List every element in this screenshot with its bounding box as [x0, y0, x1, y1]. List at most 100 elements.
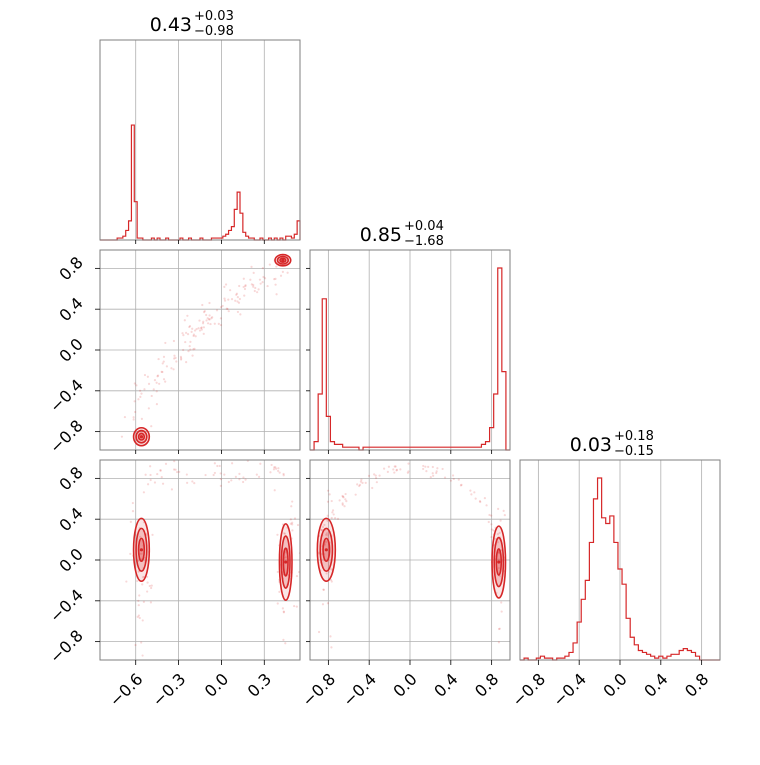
- scatter-point: [364, 481, 367, 484]
- scatter-point: [184, 340, 187, 344]
- scatter-point: [227, 310, 230, 313]
- histogram-panel-1: 0.85 +0.04−1.68: [309, 219, 511, 451]
- scatter-point: [244, 284, 247, 287]
- scatter-point: [137, 599, 140, 602]
- scatter-point: [487, 520, 490, 524]
- x-tick-label: −0.4: [549, 669, 590, 710]
- scatter-point: [175, 470, 179, 474]
- scatter-point: [235, 293, 238, 296]
- x-tick-label: −0.3: [148, 669, 189, 710]
- scatter-point: [223, 285, 226, 288]
- scatter-point: [226, 307, 229, 311]
- scatter-point: [469, 489, 472, 492]
- y-tick-label: −0.8: [46, 626, 87, 667]
- scatter-point: [202, 326, 206, 329]
- panel-content: [125, 460, 300, 657]
- scatter-point: [161, 362, 164, 365]
- scatter-point: [281, 270, 284, 273]
- scatter-point: [278, 471, 281, 474]
- scatter-point: [224, 283, 228, 286]
- scatter-point: [273, 278, 276, 281]
- scatter-point: [295, 605, 298, 608]
- scatter-point: [197, 327, 200, 330]
- scatter-point: [150, 394, 153, 398]
- scatter-point: [322, 588, 325, 591]
- scatter-point: [188, 325, 191, 329]
- scatter-point: [190, 330, 193, 333]
- scatter-point: [195, 328, 198, 331]
- scatter-point: [273, 466, 276, 469]
- scatter-point: [326, 602, 330, 605]
- scatter-point: [497, 641, 501, 644]
- scatter-point: [218, 464, 221, 468]
- scatter-point: [268, 263, 271, 266]
- scatter-point: [137, 398, 140, 401]
- scatter-point: [341, 495, 345, 498]
- x-tick-label: 0.0: [599, 669, 630, 700]
- scatter-point: [199, 326, 203, 330]
- scatter-point: [223, 473, 226, 476]
- scatter-point: [238, 478, 241, 481]
- scatter-point: [139, 535, 142, 538]
- x-tick-label: −0.4: [339, 669, 380, 710]
- scatter-point: [386, 470, 389, 474]
- scatter-point: [499, 519, 502, 522]
- scatter-point: [275, 467, 278, 470]
- scatter-point: [344, 498, 347, 501]
- scatter-point: [137, 570, 140, 573]
- scatter-point: [375, 481, 378, 484]
- scatter-point: [156, 374, 160, 377]
- scatter-point: [289, 522, 292, 525]
- scatter-point: [242, 285, 245, 289]
- scatter-point: [374, 476, 378, 480]
- scatter-point: [183, 319, 186, 322]
- scatter-point: [338, 499, 341, 502]
- x-tick-label: 0.4: [430, 669, 461, 700]
- scatter-point: [243, 294, 246, 297]
- scatter-point: [277, 469, 280, 473]
- scatter-point: [291, 529, 294, 532]
- scatter-point: [200, 326, 203, 329]
- x-tick-label: 0.0: [389, 669, 420, 700]
- scatter-point: [254, 286, 257, 290]
- scatter-point: [213, 322, 216, 325]
- x-axis-col-1: −0.8 −0.4 0.0 0.4 0.8: [298, 660, 502, 710]
- scatter-point: [238, 472, 241, 475]
- scatter-point: [173, 354, 176, 357]
- scatter-point: [172, 339, 176, 343]
- scatter-point: [452, 477, 455, 481]
- scatter-point: [296, 523, 300, 527]
- scatter-point: [320, 528, 323, 532]
- scatter-point: [141, 654, 144, 657]
- scatter-point: [146, 575, 149, 578]
- scatter-point: [383, 467, 386, 470]
- scatter-point: [358, 484, 361, 488]
- panel-title-value: 0.43: [150, 14, 192, 36]
- scatter-point: [194, 335, 197, 338]
- y-axis-row-1: −0.8−0.4 0.0 0.4 0.8: [46, 253, 100, 457]
- scatter-point: [290, 505, 293, 508]
- scatter-point: [146, 581, 149, 584]
- scatter-point: [263, 277, 267, 280]
- panel-title-upper-error: +0.18: [614, 429, 654, 444]
- scatter-point: [150, 425, 153, 428]
- scatter-point: [407, 462, 410, 465]
- scatter-point: [129, 552, 132, 555]
- scatter-point: [170, 488, 174, 491]
- panel-title-lower-error: −0.98: [194, 24, 234, 39]
- scatter-point: [223, 299, 227, 302]
- scatter-point: [135, 384, 138, 387]
- scatter-point: [258, 278, 262, 281]
- scatter-point: [392, 468, 395, 471]
- y-tick-label: 0.0: [55, 334, 86, 365]
- scatter-point: [478, 499, 482, 503]
- scatter-point: [209, 322, 212, 326]
- scatter-point: [497, 507, 500, 510]
- scatter-point: [236, 310, 240, 314]
- scatter-point: [201, 322, 205, 325]
- x-axis-col-0: −0.6 −0.3 0.0 0.3: [106, 660, 275, 710]
- scatter-point: [330, 499, 333, 503]
- scatter-point: [230, 479, 233, 482]
- scatter-point: [136, 615, 139, 618]
- scatter-point: [431, 472, 434, 475]
